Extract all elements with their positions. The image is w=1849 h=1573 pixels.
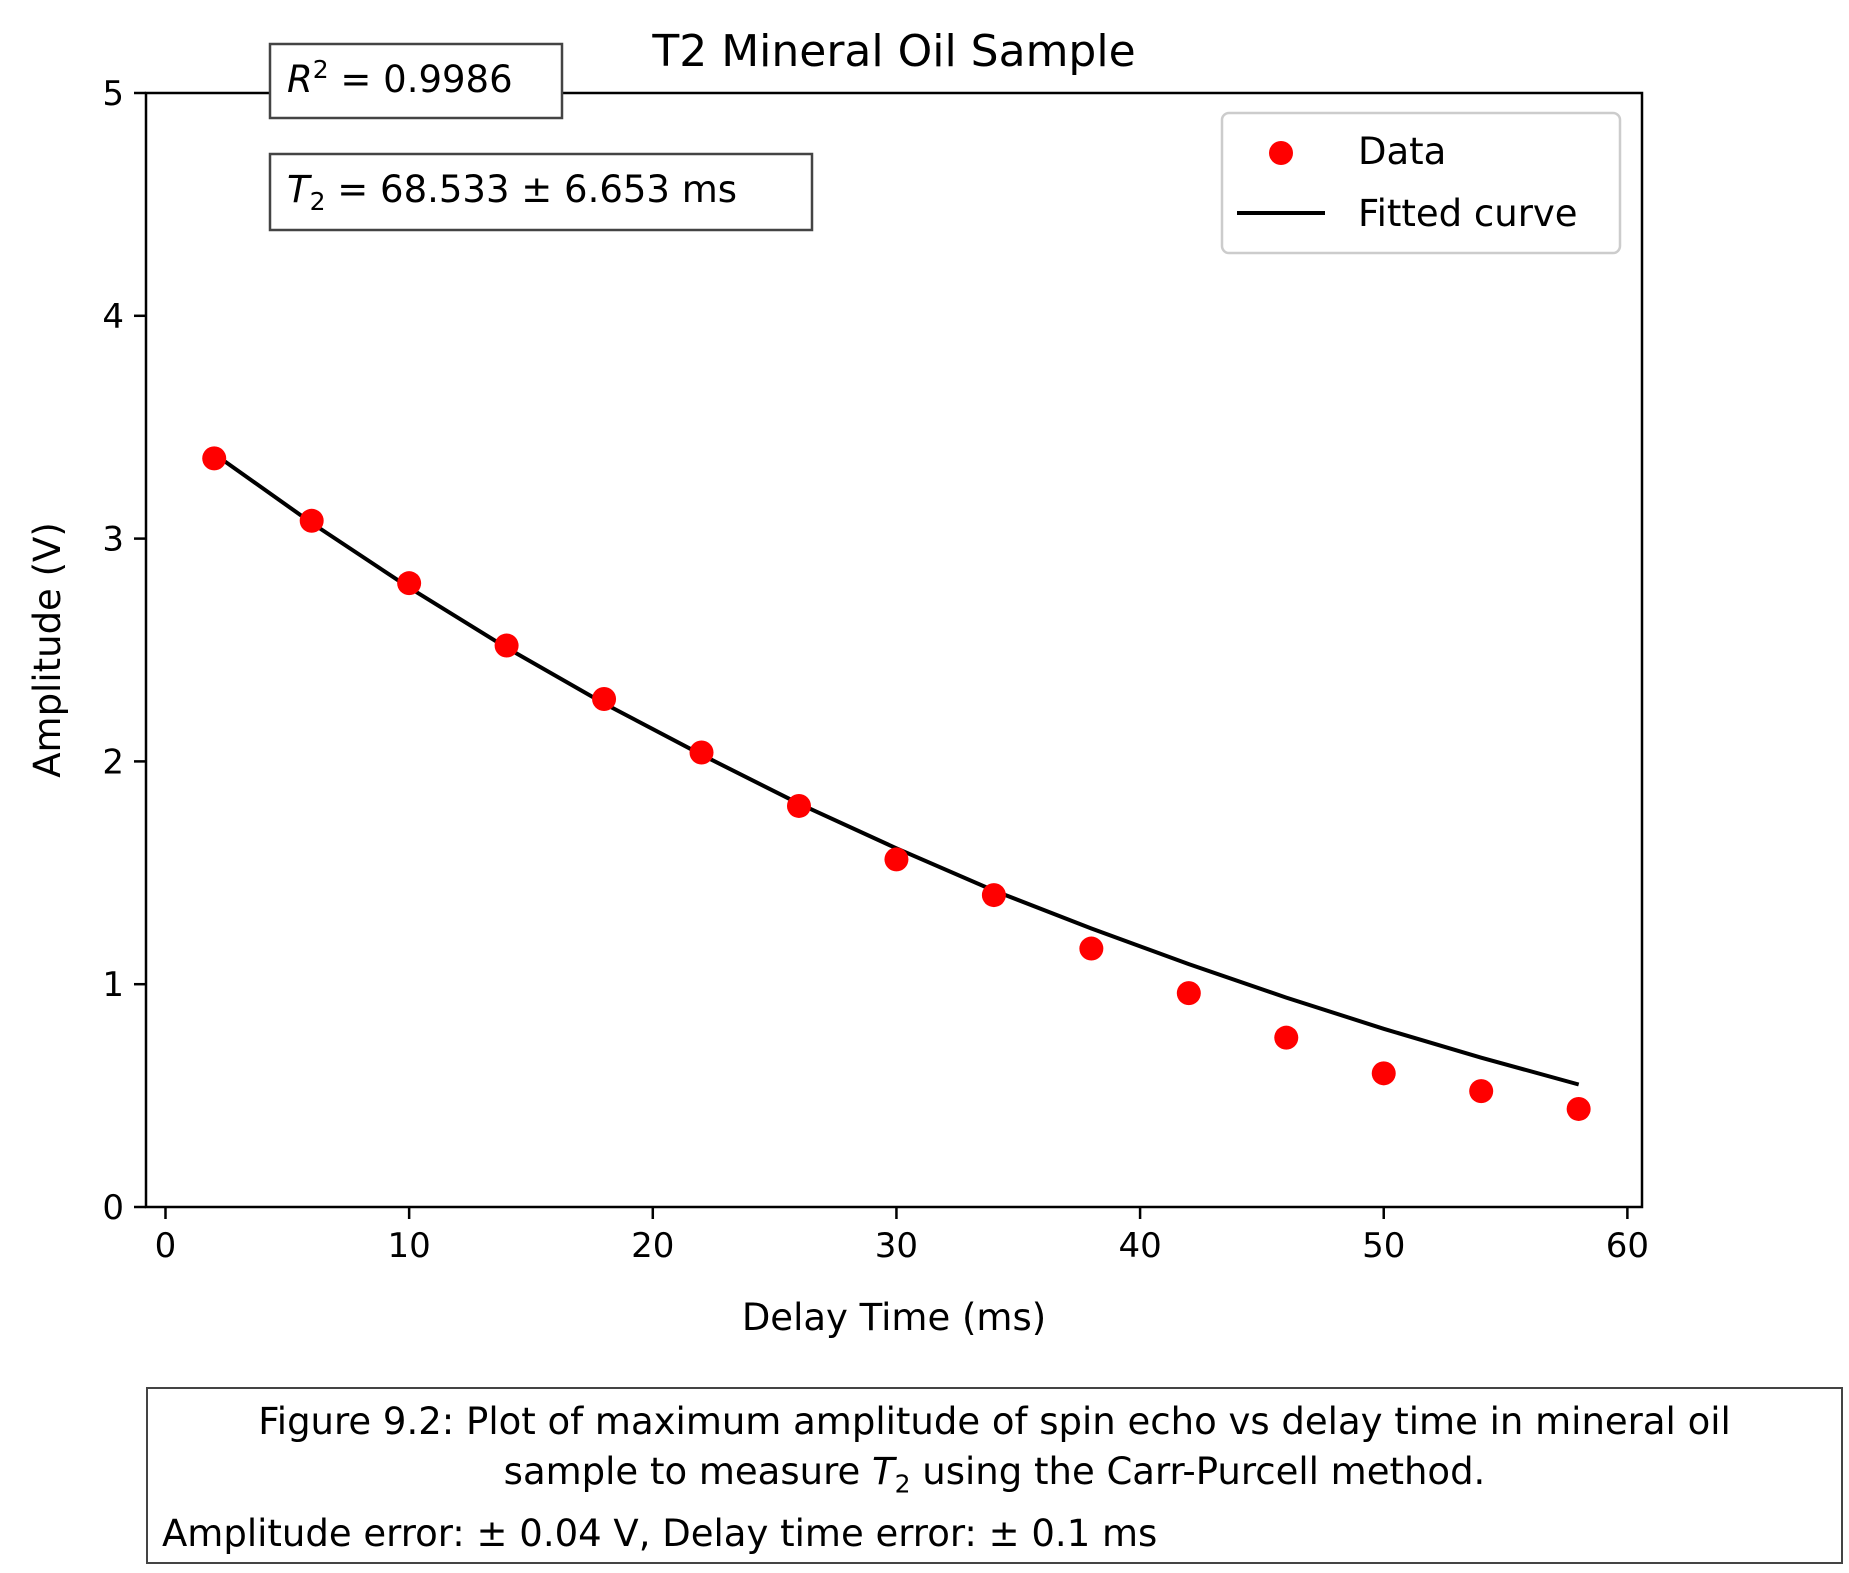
x-tick-label-4: 40: [1118, 1226, 1161, 1266]
data-point-12: [1371, 1061, 1396, 1086]
caption-line-3: Amplitude error: ± 0.04 V, Delay time er…: [162, 1512, 1158, 1556]
data-point-1: [299, 508, 324, 533]
caption-t2-subscript: 2: [894, 1469, 911, 1499]
y-axis-label: Amplitude (V): [26, 522, 69, 778]
data-point-3: [494, 633, 519, 658]
caption-line-2: sample to measure T2 using the Carr-Purc…: [162, 1447, 1827, 1509]
fitted-curve-layer: [213, 452, 1580, 1087]
r-squared-box-frame: [268, 42, 564, 120]
axis-ticks: 0 10 20 30 40 50 60 0 1 2 3 4 5: [102, 74, 1649, 1266]
data-point-4: [592, 687, 617, 712]
t2-value: = 68.533 ± 6.653 ms: [326, 168, 738, 211]
figure-caption: Figure 9.2: Plot of maximum amplitude of…: [146, 1387, 1843, 1564]
caption-t2-symbol: T: [872, 1450, 895, 1493]
data-point-13: [1469, 1079, 1494, 1104]
x-tick-label-2: 20: [631, 1226, 674, 1266]
data-point-9: [1079, 936, 1104, 961]
t2-box: T2 = 68.533 ± 6.653 ms: [268, 152, 814, 232]
r-squared-value: = 0.9986: [329, 58, 513, 101]
data-point-0: [202, 446, 227, 471]
y-tick-label-4: 4: [102, 297, 124, 337]
y-tick-label-5: 5: [102, 74, 124, 114]
data-point-5: [689, 740, 714, 765]
caption-line-2-prefix: sample to measure: [503, 1450, 872, 1493]
data-point-7: [884, 847, 909, 872]
chart: T2 Mineral Oil Sample 0 10 20 30 40 50 60 0 1 2 3 4…: [26, 26, 1649, 1339]
legend-data-marker: [1269, 141, 1293, 165]
data-point-10: [1176, 981, 1201, 1006]
legend-data-label: Data: [1358, 130, 1446, 173]
r-squared-symbol: R: [287, 58, 313, 101]
t2-symbol: T: [287, 168, 312, 211]
chart-title: T2 Mineral Oil Sample: [651, 26, 1135, 77]
x-tick-label-3: 30: [875, 1226, 918, 1266]
legend: Data Fitted curve: [1220, 111, 1622, 255]
svg-text:T2 = 68.533 ± 6.653 ms: T2 = 68.533 ± 6.653 ms: [287, 168, 737, 216]
caption-line-1: Figure 9.2: Plot of maximum amplitude of…: [258, 1400, 1731, 1443]
legend-fit-label: Fitted curve: [1358, 192, 1578, 235]
x-axis-label: Delay Time (ms): [742, 1296, 1046, 1339]
svg-text:R2 = 0.9986: R2 = 0.9986: [287, 55, 513, 101]
data-point-8: [981, 883, 1006, 908]
y-tick-label-3: 3: [102, 520, 124, 560]
data-points: [202, 446, 1591, 1121]
data-point-11: [1274, 1025, 1299, 1050]
x-tick-label-6: 60: [1606, 1226, 1649, 1266]
y-tick-label-2: 2: [102, 742, 124, 782]
plot-frame: [144, 91, 1644, 1209]
caption-line-2-suffix: using the Carr-Purcell method.: [910, 1450, 1486, 1493]
y-tick-label-0: 0: [102, 1188, 124, 1228]
data-point-14: [1566, 1096, 1591, 1121]
x-tick-label-0: 0: [155, 1226, 177, 1266]
r-squared-box: R2 = 0.9986: [268, 42, 564, 120]
data-point-2: [397, 571, 422, 596]
x-tick-label-1: 10: [388, 1226, 431, 1266]
r-squared-superscript: 2: [313, 55, 329, 84]
y-tick-label-1: 1: [102, 965, 124, 1005]
legend-frame: [1220, 111, 1622, 255]
t2-box-frame: [268, 152, 814, 232]
data-point-6: [786, 793, 811, 818]
x-tick-label-5: 50: [1362, 1226, 1405, 1266]
fitted-curve-line: [213, 452, 1580, 1087]
t2-subscript: 2: [310, 187, 326, 216]
